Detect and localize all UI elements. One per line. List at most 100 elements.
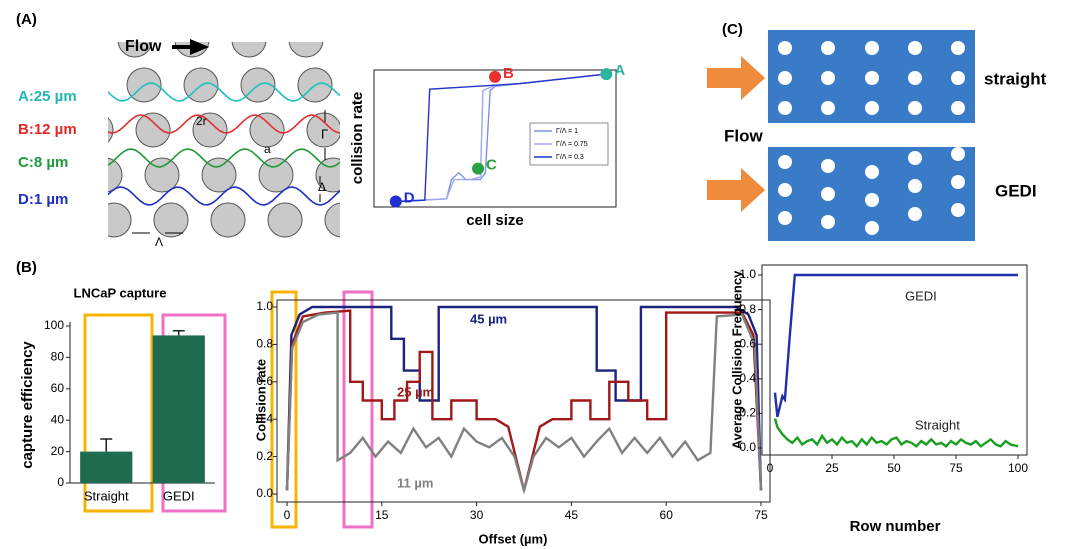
series-line <box>775 419 1018 447</box>
x-axis-label: Offset (µm) <box>479 531 548 546</box>
y-tick-label: 20 <box>51 444 65 458</box>
pillar <box>268 203 302 237</box>
pillar <box>951 101 965 115</box>
pillar <box>908 207 922 221</box>
x-tick-label: 25 <box>825 461 839 475</box>
dim-label: Γ <box>321 126 328 141</box>
series-label: GEDI <box>905 288 937 303</box>
pillar <box>821 41 835 55</box>
point-label: A <box>614 62 625 79</box>
series-line <box>287 313 761 491</box>
pillar <box>821 159 835 173</box>
pillar <box>821 101 835 115</box>
flow-label: Flow <box>125 38 162 55</box>
y-tick-label: 100 <box>44 318 64 332</box>
y-tick-label: 1.0 <box>256 299 273 313</box>
pillar <box>865 221 879 235</box>
y-tick-label: 0.6 <box>739 336 756 350</box>
pillar <box>154 203 188 237</box>
series-label: 45 µm <box>470 311 507 326</box>
point-label: B <box>503 65 514 82</box>
y-tick-label: 0.4 <box>739 371 756 385</box>
x-tick-label: GEDI <box>163 488 195 503</box>
x-axis-label: cell size <box>466 212 524 229</box>
point-marker <box>489 71 501 83</box>
point-label: C <box>486 157 497 174</box>
x-tick-label: 50 <box>887 461 901 475</box>
pillar <box>778 41 792 55</box>
point-marker <box>600 68 612 80</box>
x-axis-label: Row number <box>850 518 941 535</box>
figure: (A) (B) (C) Flow A:25 µm B:12 µm C:8 µm … <box>0 0 1066 549</box>
y-tick-label: 40 <box>51 412 65 426</box>
pillar <box>821 215 835 229</box>
pillar <box>821 187 835 201</box>
stream-label: A:25 µm <box>18 88 77 105</box>
dim-label: Δ <box>318 180 326 194</box>
pillar <box>778 101 792 115</box>
device-label: GEDI <box>995 181 1037 200</box>
point-label: D <box>404 189 415 206</box>
flow-arrow <box>707 56 765 100</box>
panel-label: (C) <box>722 21 743 38</box>
y-tick-label: 0.0 <box>256 486 273 500</box>
error-bar <box>100 439 112 452</box>
pillar <box>136 113 170 147</box>
highlight <box>344 292 372 527</box>
point-marker <box>390 196 402 208</box>
pillar <box>778 155 792 169</box>
y-tick-label: 0.2 <box>739 406 756 420</box>
x-tick-label: 75 <box>949 461 963 475</box>
y-axis-label: Collision rate <box>253 359 268 441</box>
pillar <box>289 23 323 57</box>
x-tick-label: 45 <box>565 508 579 522</box>
panel-label: (A) <box>16 11 37 28</box>
x-tick-label: 100 <box>1008 461 1028 475</box>
stream-label: C:8 µm <box>18 154 68 171</box>
pillar <box>908 71 922 85</box>
x-tick-label: 60 <box>660 508 674 522</box>
x-tick-label: 0 <box>767 461 774 475</box>
y-axis-label: Average Collision Frequency <box>729 270 744 449</box>
y-tick-label: 0.6 <box>256 374 273 388</box>
legend-label: Γ/Λ = 1 <box>556 128 578 135</box>
pillar <box>88 158 122 192</box>
pillar <box>908 179 922 193</box>
y-axis-label: capture efficiency <box>19 341 36 469</box>
pillar <box>79 113 113 147</box>
pillar <box>908 101 922 115</box>
pillar <box>951 147 965 161</box>
legend-label: Γ/Λ = 0.75 <box>556 141 588 148</box>
pillar <box>97 203 131 237</box>
bar <box>153 335 205 483</box>
series-label: 11 µm <box>397 475 433 490</box>
highlight <box>272 292 296 527</box>
pillar <box>865 71 879 85</box>
bar <box>80 452 132 483</box>
pillar <box>61 23 95 57</box>
pillar <box>211 203 245 237</box>
y-tick-label: 1.0 <box>739 267 756 281</box>
y-tick-label: 80 <box>51 350 65 364</box>
pillar <box>951 41 965 55</box>
pillar <box>382 203 416 237</box>
y-tick-label: 0.2 <box>256 449 273 463</box>
x-tick-label: 15 <box>375 508 389 522</box>
x-tick-label: Straight <box>84 488 129 503</box>
panel-label: (B) <box>16 259 37 276</box>
pillar <box>865 101 879 115</box>
series-line <box>287 311 761 491</box>
error-bar <box>173 331 185 336</box>
pillar <box>908 151 922 165</box>
pillar <box>908 41 922 55</box>
series-line <box>287 307 761 490</box>
pillar <box>821 71 835 85</box>
streamline <box>108 149 340 167</box>
pillar <box>373 158 407 192</box>
series-label: Straight <box>915 417 960 432</box>
series-line <box>775 275 1018 417</box>
dim-label: a <box>264 142 271 156</box>
pillar <box>865 165 879 179</box>
stream-label: B:12 µm <box>18 121 77 138</box>
pillar <box>778 183 792 197</box>
